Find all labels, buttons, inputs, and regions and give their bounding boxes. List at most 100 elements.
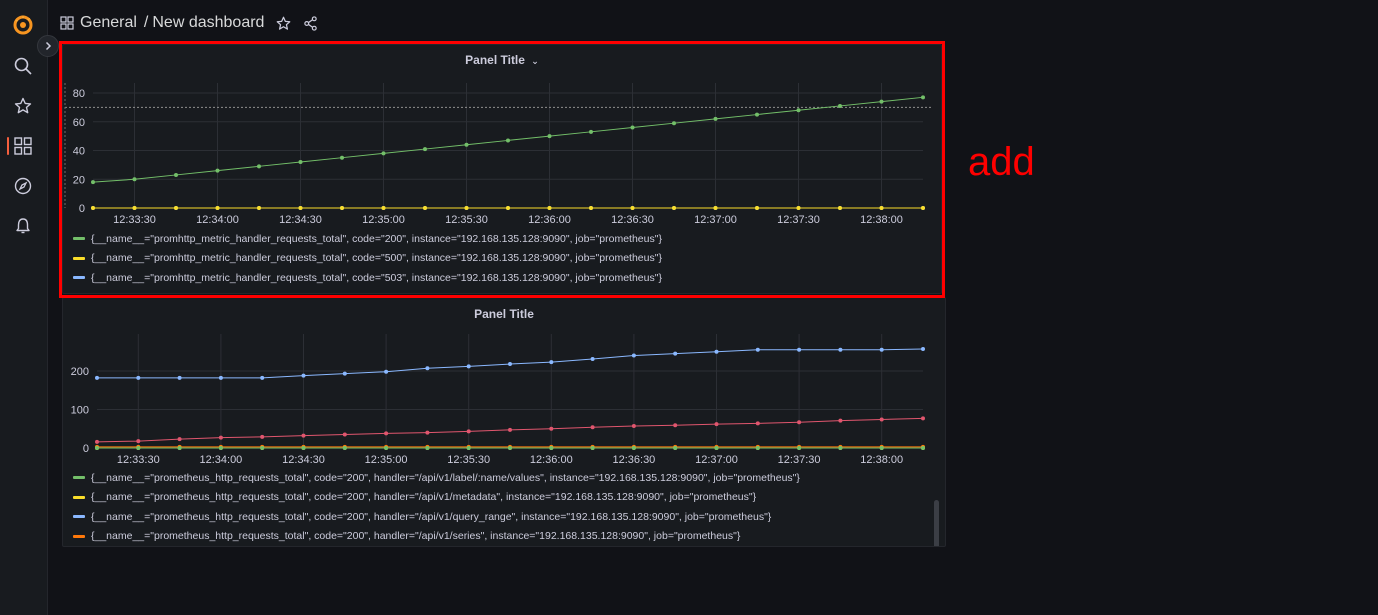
data-point	[590, 425, 595, 430]
legend-item[interactable]: {__name__="promhttp_metric_handler_reque…	[73, 268, 662, 288]
data-point	[257, 164, 261, 169]
data-point	[672, 206, 676, 210]
panel-title-text: Panel Title	[465, 53, 525, 67]
y-tick-label: 0	[79, 203, 85, 215]
legend-item[interactable]: {__name__="prometheus_http_requests_tota…	[73, 507, 800, 527]
data-point	[590, 446, 595, 450]
data-point	[381, 151, 386, 156]
data-point	[714, 349, 719, 354]
panel-http-requests[interactable]: Panel Title 0 100 200 12:33:30 12:34:00 12:34…	[62, 297, 946, 547]
data-point	[506, 138, 510, 143]
data-point	[549, 446, 554, 450]
data-point	[177, 446, 182, 450]
share-dashboard-button[interactable]	[303, 15, 318, 31]
data-point	[547, 134, 552, 139]
panel-requests-handler[interactable]: Panel Title ⌄ 0 20 40 60 80 12:33:30 12:34:00 1…	[62, 44, 942, 294]
data-point	[630, 206, 635, 210]
data-point	[298, 206, 303, 210]
data-point	[132, 177, 137, 182]
data-point	[755, 206, 759, 210]
data-point	[549, 426, 554, 431]
data-point	[838, 103, 842, 108]
data-point	[384, 431, 389, 436]
data-point	[838, 446, 843, 450]
data-point	[257, 206, 261, 210]
data-point	[340, 155, 344, 160]
time-series-chart[interactable]: 0 20 40 60 80 12:33:30 12:34:00 12:34:30 12:35:0…	[63, 75, 941, 255]
data-point	[921, 446, 925, 450]
breadcrumb-folder[interactable]: General	[80, 14, 137, 31]
data-point	[136, 446, 141, 450]
y-tick-label: 200	[71, 366, 89, 378]
data-point	[838, 206, 842, 210]
data-point	[466, 446, 471, 450]
panel-title[interactable]: Panel Title ⌄	[63, 53, 941, 67]
y-tick-label: 0	[83, 443, 89, 455]
data-point	[879, 347, 884, 352]
legend-item[interactable]: {__name__="prometheus_http_requests_tota…	[73, 527, 800, 547]
legend-label: {__name__="prometheus_http_requests_tota…	[91, 530, 741, 543]
chevron-down-icon: ⌄	[531, 56, 539, 66]
data-point	[301, 433, 306, 438]
legend-label: {__name__="promhttp_metric_handler_reque…	[91, 232, 662, 245]
data-point	[797, 446, 802, 450]
legend-item[interactable]: {__name__="promhttp_metric_handler_reque…	[73, 229, 662, 249]
x-tick-label: 12:36:30	[611, 214, 654, 226]
dashboards-grid-icon[interactable]	[12, 135, 34, 157]
expand-sidebar-button[interactable]	[37, 35, 59, 57]
data-point	[260, 375, 265, 380]
data-point	[466, 364, 471, 369]
data-point	[423, 206, 427, 210]
star-icon[interactable]	[12, 95, 34, 117]
data-point	[384, 446, 389, 450]
panel-title[interactable]: Panel Title	[474, 307, 534, 321]
data-point	[425, 446, 430, 450]
compass-icon[interactable]	[12, 175, 34, 197]
data-point	[631, 424, 636, 429]
legend-swatch	[73, 476, 85, 480]
x-tick-label: 12:34:00	[199, 454, 242, 466]
data-point	[136, 439, 141, 444]
star-dashboard-button[interactable]	[276, 16, 291, 31]
annotation-text: add	[968, 140, 1035, 184]
data-point	[672, 121, 676, 126]
x-tick-label: 12:36:00	[530, 454, 573, 466]
legend-item[interactable]: {__name__="promhttp_metric_handler_reque…	[73, 249, 662, 269]
legend-label: {__name__="prometheus_http_requests_tota…	[91, 471, 800, 484]
bell-icon[interactable]	[12, 215, 34, 237]
data-point	[218, 435, 223, 440]
data-point	[879, 417, 884, 422]
x-tick-label: 12:36:30	[612, 454, 655, 466]
search-icon[interactable]	[12, 55, 34, 77]
data-point	[423, 147, 427, 152]
data-point	[755, 347, 760, 352]
panel-body: 0 100 200 12:33:30 12:34:00 12:34:30 12:35:00 1…	[63, 328, 945, 546]
breadcrumb-dashboard-title[interactable]: New dashboard	[152, 14, 265, 31]
data-point	[713, 206, 718, 210]
legend-scrollbar[interactable]	[934, 500, 939, 546]
legend: {__name__="prometheus_http_requests_tota…	[73, 468, 800, 546]
data-point	[464, 142, 469, 147]
data-point	[755, 112, 759, 117]
x-tick-label: 12:33:30	[117, 454, 160, 466]
data-point	[796, 206, 801, 210]
data-point	[464, 206, 469, 210]
data-point	[215, 206, 220, 210]
grafana-logo-icon[interactable]	[12, 14, 34, 36]
x-tick-label: 12:35:00	[362, 214, 405, 226]
time-series-chart[interactable]: 0 100 200 12:33:30 12:34:00 12:34:30 12:35:00 1…	[63, 328, 945, 468]
data-point	[301, 446, 306, 450]
legend-item[interactable]: {__name__="prometheus_http_requests_tota…	[73, 488, 800, 508]
data-point	[921, 347, 925, 352]
sidebar	[0, 0, 48, 615]
data-point	[466, 429, 471, 434]
data-point	[838, 347, 843, 352]
data-point	[91, 180, 95, 185]
legend: {__name__="promhttp_metric_handler_reque…	[73, 229, 662, 288]
data-point	[95, 375, 99, 380]
data-point	[425, 366, 430, 371]
x-tick-label: 12:34:30	[279, 214, 322, 226]
dashboards-grid-icon	[60, 16, 74, 30]
legend-label: {__name__="prometheus_http_requests_tota…	[91, 491, 757, 504]
legend-item[interactable]: {__name__="prometheus_http_requests_tota…	[73, 468, 800, 488]
